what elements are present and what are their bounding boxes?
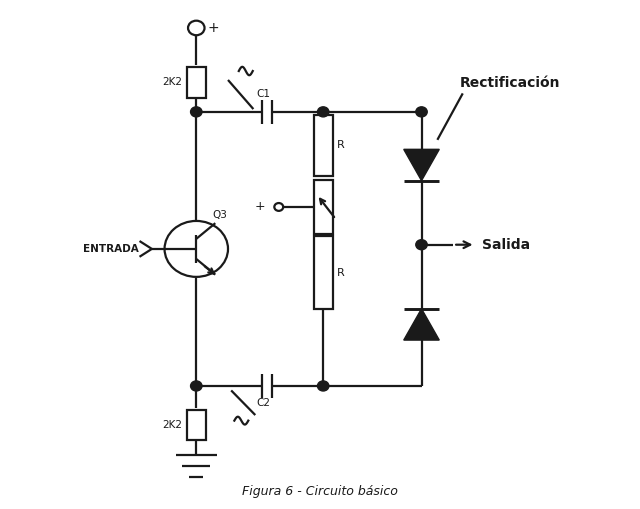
Circle shape [191, 107, 202, 117]
Polygon shape [404, 149, 439, 181]
Bar [314, 180, 333, 234]
Circle shape [191, 381, 202, 391]
Text: Figura 6 - Circuito básico: Figura 6 - Circuito básico [242, 485, 398, 498]
Text: R: R [337, 140, 345, 151]
Bar [187, 67, 206, 98]
Circle shape [416, 240, 428, 250]
Text: C2: C2 [256, 398, 270, 408]
Circle shape [416, 107, 428, 117]
Circle shape [317, 381, 329, 391]
Polygon shape [404, 309, 439, 340]
Text: C1: C1 [256, 89, 270, 99]
Text: 2K2: 2K2 [163, 77, 182, 87]
Bar [314, 115, 333, 176]
Text: R: R [337, 268, 345, 278]
Bar [187, 410, 206, 440]
Text: ENTRADA: ENTRADA [83, 244, 139, 254]
Text: +: + [208, 21, 220, 35]
Text: Salida: Salida [482, 238, 530, 252]
Text: +: + [255, 201, 265, 213]
Text: Q3: Q3 [212, 210, 227, 220]
Text: 2K2: 2K2 [163, 420, 182, 430]
Bar [314, 236, 333, 309]
Text: Rectificación: Rectificación [460, 76, 560, 90]
Circle shape [317, 107, 329, 117]
